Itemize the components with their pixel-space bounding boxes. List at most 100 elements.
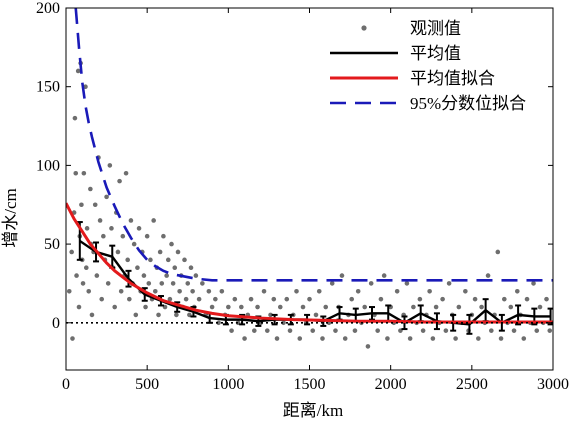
observed-point xyxy=(120,233,126,239)
observed-point xyxy=(107,163,113,168)
observed-point xyxy=(547,328,553,333)
observed-point xyxy=(101,233,106,239)
observed-point xyxy=(83,265,89,270)
observed-point xyxy=(118,289,124,294)
observed-point xyxy=(170,281,176,286)
observed-point xyxy=(135,265,140,270)
observed-point xyxy=(264,328,270,333)
observed-point xyxy=(378,296,384,302)
observed-point xyxy=(141,273,147,278)
axis-ticks: 0 500 1000 1500 2000 2500 3000 0 50 100 150 200 xyxy=(36,0,569,393)
observed-point xyxy=(534,328,540,333)
observed-point xyxy=(252,328,257,333)
observed-point xyxy=(443,328,449,333)
observed-point xyxy=(261,289,267,294)
observed-point xyxy=(72,115,78,121)
observed-point xyxy=(544,296,549,302)
x-tick-label: 0 xyxy=(62,376,70,393)
x-axis-title: 距离/km xyxy=(283,401,343,420)
observed-point xyxy=(143,304,148,310)
observed-point xyxy=(323,304,329,310)
legend-label: 平均值 xyxy=(410,44,461,63)
observed-point xyxy=(115,249,121,255)
observed-point xyxy=(159,281,165,286)
observed-point xyxy=(209,304,215,310)
observed-point xyxy=(440,296,445,302)
observed-point xyxy=(456,304,462,310)
observed-point xyxy=(88,186,93,192)
observed-point xyxy=(152,289,158,294)
observed-point xyxy=(73,170,79,176)
observed-point xyxy=(511,328,517,333)
observed-point xyxy=(183,296,189,302)
observed-point xyxy=(182,257,187,263)
y-tick-label: 200 xyxy=(36,0,60,17)
observed-point xyxy=(268,312,273,318)
x-tick-label: 1500 xyxy=(294,376,326,393)
observed-point xyxy=(94,273,100,278)
observed-point xyxy=(123,170,129,176)
x-tick-label: 2000 xyxy=(375,376,407,393)
observed-point xyxy=(316,289,322,294)
observed-point xyxy=(329,281,335,286)
y-tick-label: 50 xyxy=(44,236,60,253)
observed-point xyxy=(476,336,481,341)
observed-point xyxy=(446,281,452,286)
observed-point xyxy=(193,273,199,278)
observed-point xyxy=(112,304,117,310)
observed-point xyxy=(420,328,426,333)
observed-point xyxy=(239,304,244,310)
observed-point xyxy=(151,218,156,223)
observed-point xyxy=(394,289,400,294)
observed-point xyxy=(188,265,194,270)
observed-point xyxy=(125,257,130,263)
observed-point xyxy=(84,226,90,231)
observed-point xyxy=(79,202,84,208)
observed-point xyxy=(146,281,152,286)
observed-point xyxy=(313,312,319,318)
observed-point xyxy=(274,336,280,341)
observed-point xyxy=(355,289,361,294)
y-tick-label: 0 xyxy=(52,315,60,332)
observed-point xyxy=(99,296,105,302)
observed-point xyxy=(216,320,221,326)
observed-point xyxy=(206,289,212,294)
observed-point xyxy=(105,281,111,286)
observed-point xyxy=(128,218,134,223)
observed-point xyxy=(404,281,410,286)
observed-point xyxy=(76,304,82,310)
observed-point xyxy=(502,296,507,302)
observed-point xyxy=(294,289,299,294)
legend-label: 平均值拟合 xyxy=(410,69,495,88)
observed-point xyxy=(375,328,380,333)
observed-point xyxy=(127,296,132,302)
observed-point xyxy=(226,304,231,310)
observed-point xyxy=(164,273,169,278)
observed-point xyxy=(156,312,161,318)
observed-point xyxy=(430,336,436,341)
observed-point xyxy=(524,296,530,302)
observed-point xyxy=(362,304,367,310)
observed-point xyxy=(248,296,254,302)
observed-point xyxy=(407,336,413,341)
observed-point xyxy=(190,289,195,294)
x-tick-label: 2500 xyxy=(456,376,488,393)
observed-point xyxy=(271,296,277,302)
observed-point xyxy=(109,226,114,231)
observed-point xyxy=(169,241,174,247)
y-tick-label: 100 xyxy=(36,157,60,174)
observed-point xyxy=(365,344,371,349)
observed-point xyxy=(255,304,260,310)
observed-point xyxy=(97,218,103,223)
observed-point xyxy=(300,304,306,310)
observed-point xyxy=(417,296,423,302)
observed-point xyxy=(342,336,348,341)
observed-point xyxy=(333,328,338,333)
observed-point xyxy=(75,68,81,74)
observed-point xyxy=(185,281,191,286)
observed-point xyxy=(531,281,536,286)
y-tick-label: 150 xyxy=(36,79,60,96)
observed-point xyxy=(172,265,178,270)
